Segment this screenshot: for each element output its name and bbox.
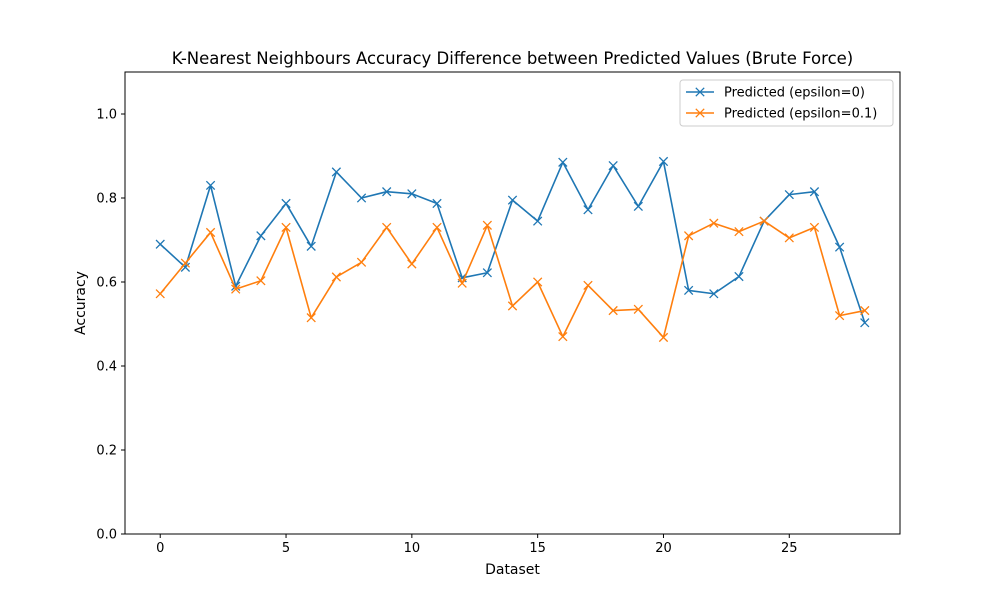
data-point-marker <box>482 268 492 278</box>
x-tick-label: 15 <box>529 541 546 556</box>
data-point-marker <box>608 161 618 171</box>
x-tick-label: 20 <box>655 541 672 556</box>
data-point-marker <box>784 233 794 243</box>
data-point-marker <box>533 216 543 226</box>
y-axis: 0.0 0.2 0.4 0.6 0.8 1.0 <box>96 108 125 543</box>
data-point-marker <box>860 305 870 316</box>
data-point-marker <box>759 216 769 226</box>
data-point-marker <box>809 187 820 197</box>
legend-box <box>679 79 894 127</box>
data-point-marker <box>583 205 593 215</box>
data-point-marker <box>155 239 165 249</box>
data-point-marker <box>734 226 744 237</box>
data-point-marker <box>382 187 392 197</box>
x-axis-label: Dataset <box>485 562 540 578</box>
data-point-marker <box>683 231 694 241</box>
legend-marker <box>695 87 705 97</box>
legend-marker <box>695 108 705 118</box>
data-point-marker <box>331 272 342 282</box>
data-point-marker <box>457 278 467 288</box>
data-point-marker <box>281 222 291 233</box>
data-point-marker <box>281 198 291 209</box>
data-point-marker <box>633 304 643 314</box>
data-point-marker <box>507 195 518 205</box>
data-point-marker <box>306 313 316 323</box>
legend-label: Predicted (epsilon=0.1) <box>724 107 877 122</box>
data-point-marker <box>658 156 669 167</box>
data-point-marker <box>256 231 266 241</box>
data-point-marker <box>407 189 417 199</box>
data-point-marker <box>356 193 367 203</box>
plot-area <box>124 71 901 535</box>
data-point-marker <box>558 331 568 342</box>
data-point-marker <box>382 222 392 233</box>
data-point-marker <box>734 271 744 282</box>
data-point-marker <box>633 201 643 212</box>
data-point-marker <box>709 218 719 228</box>
data-point-marker <box>256 276 266 286</box>
x-tick-label: 10 <box>404 541 421 556</box>
data-point-marker <box>356 257 367 267</box>
data-point-marker <box>558 157 568 167</box>
data-point-marker <box>180 258 191 268</box>
series-1 <box>155 216 870 343</box>
data-point-marker <box>306 241 316 251</box>
data-point-marker <box>809 222 820 233</box>
legend-label: Predicted (epsilon=0) <box>724 86 865 101</box>
data-point-marker <box>608 305 618 316</box>
data-point-marker <box>432 198 442 209</box>
data-point-marker <box>834 242 845 252</box>
data-point-marker <box>205 227 216 238</box>
x-tick-label: 5 <box>282 541 290 556</box>
data-point-marker <box>784 189 794 200</box>
y-tick-label: 0.6 <box>96 276 117 291</box>
data-point-marker <box>683 285 694 296</box>
data-point-marker <box>860 318 870 328</box>
legend: Predicted (epsilon=0) Predicted (epsilon=… <box>679 79 894 127</box>
x-axis: 0 5 10 15 20 25 <box>156 534 798 556</box>
series-layer <box>155 156 870 343</box>
y-tick-label: 1.0 <box>96 108 117 123</box>
chart-title: K-Nearest Neighbours Accuracy Difference… <box>172 49 853 68</box>
y-tick-label: 0.0 <box>96 528 117 543</box>
legend-entry: Predicted (epsilon=0.1) <box>686 107 877 122</box>
y-tick-label: 0.4 <box>96 360 117 375</box>
axes-frame <box>124 71 901 535</box>
x-tick-label: 25 <box>781 541 798 556</box>
data-point-marker <box>155 289 165 299</box>
data-point-marker <box>507 301 518 311</box>
data-point-marker <box>482 220 492 230</box>
y-tick-label: 0.8 <box>96 192 117 207</box>
data-point-marker <box>834 310 845 321</box>
data-point-marker <box>432 222 442 233</box>
y-tick-label: 0.2 <box>96 444 117 459</box>
data-point-marker <box>180 262 191 272</box>
data-point-marker <box>533 277 543 287</box>
y-axis-label: Accuracy <box>73 271 89 335</box>
data-point-marker <box>231 284 241 294</box>
x-tick-label: 0 <box>156 541 164 556</box>
legend-entry: Predicted (epsilon=0) <box>686 86 865 101</box>
data-point-marker <box>407 259 417 269</box>
data-point-marker <box>205 180 216 191</box>
data-point-marker <box>583 280 593 291</box>
data-point-marker <box>658 332 669 343</box>
data-point-marker <box>331 167 342 177</box>
data-point-marker <box>709 289 719 299</box>
